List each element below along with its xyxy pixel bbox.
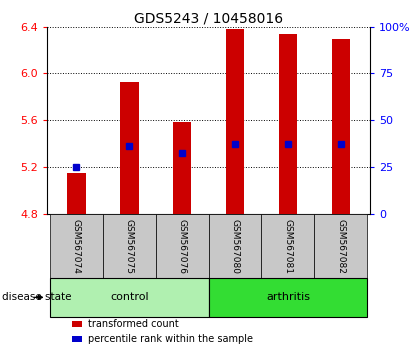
Text: GSM567074: GSM567074 [72, 218, 81, 274]
Bar [332, 39, 350, 214]
Text: GSM567076: GSM567076 [178, 218, 187, 274]
Text: control: control [110, 292, 148, 302]
Bar [67, 173, 85, 214]
Text: GSM567075: GSM567075 [125, 218, 134, 274]
Bar [279, 34, 297, 214]
Text: GSM567080: GSM567080 [231, 218, 240, 274]
Bar [173, 121, 192, 214]
Bar [120, 82, 139, 214]
Text: GSM567081: GSM567081 [284, 218, 292, 274]
Text: transformed count: transformed count [88, 319, 179, 329]
Title: GDS5243 / 10458016: GDS5243 / 10458016 [134, 11, 283, 25]
Text: arthritis: arthritis [266, 292, 310, 302]
Text: GSM567082: GSM567082 [336, 218, 345, 274]
Text: disease state: disease state [2, 292, 72, 302]
Bar [226, 29, 244, 214]
Text: percentile rank within the sample: percentile rank within the sample [88, 334, 253, 344]
